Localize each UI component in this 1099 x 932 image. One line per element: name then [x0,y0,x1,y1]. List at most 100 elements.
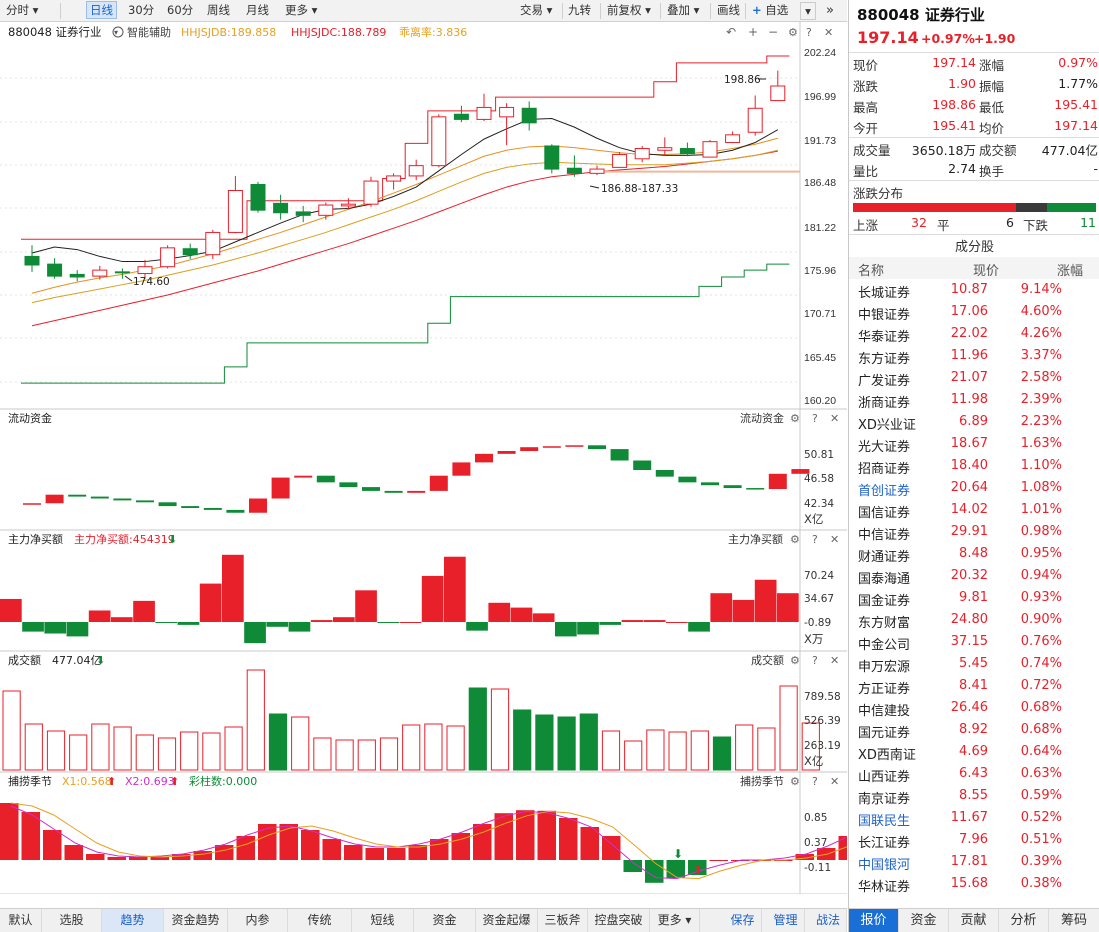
netbuy-bar [177,622,200,625]
help-icon[interactable]: ? [812,412,818,425]
turnover-bar [46,730,66,771]
stock-row[interactable]: 南京证券 8.55 0.59% [849,785,1099,807]
assist-icon[interactable] [112,26,124,38]
tab-60min[interactable]: 60分 [167,3,194,17]
stock-name: XD兴业证 [858,418,916,433]
stock-row[interactable]: 东方证券 11.96 3.37% [849,345,1099,367]
stock-row[interactable]: 长城证券 10.87 9.14% [849,279,1099,301]
stock-row[interactable]: 招商证券 18.40 1.10% [849,455,1099,477]
smart-assist-toggle[interactable]: 智能辅助 [127,25,171,39]
stock-row[interactable]: 东方财富 24.80 0.90% [849,609,1099,631]
tab-insider[interactable]: 内参 [228,909,288,932]
tab-intraday[interactable]: 分时 ▾ [6,3,39,17]
stock-row[interactable]: 中国银河 17.81 0.39% [849,851,1099,873]
stock-row[interactable]: 华林证券 15.68 0.38% [849,873,1099,895]
stock-row[interactable]: XD西南证 4.69 0.64% [849,741,1099,763]
capital-bar [678,476,697,483]
stock-row[interactable]: 中信证券 29.91 0.98% [849,521,1099,543]
tab-contribution[interactable]: 贡献 [949,909,999,932]
watchlist-dropdown-icon[interactable]: ▾ [800,2,816,20]
tab-short[interactable]: 短线 [352,909,414,932]
watchlist-button[interactable]: + 自选 [752,3,789,17]
netbuy-bar [88,610,111,622]
back-icon[interactable]: ↶ [726,25,736,39]
candle [318,204,334,216]
stock-row[interactable]: 国泰海通 20.32 0.94% [849,565,1099,587]
tab-daily[interactable]: 日线 [86,1,117,19]
y-label: 34.67 [804,593,834,605]
capital-bar [542,446,561,448]
tab-more[interactable]: 更多 ▾ [650,909,700,932]
adjust-menu[interactable]: 前复权 ▾ [607,3,651,17]
stock-row[interactable]: 财通证券 8.48 0.95% [849,543,1099,565]
settings-icon[interactable]: ⚙ [790,412,800,425]
close-icon[interactable]: ✕ [830,775,839,788]
help-icon[interactable]: ? [812,533,818,546]
save-button[interactable]: 保存 [724,909,762,932]
stock-row[interactable]: 中信建投 26.46 0.68% [849,697,1099,719]
chart-canvas[interactable]: ⬇ ⬆ 880048 证券行业 ▾ 智能辅助 HHJSJDB:189.858 HH… [0,22,847,894]
stock-row[interactable]: 国信证券 14.02 1.01% [849,499,1099,521]
tab-capital-trend[interactable]: 资金趋势 [164,909,228,932]
tab-chips[interactable]: 筹码 [1060,913,1087,928]
tab-analysis[interactable]: 分析 [999,909,1049,932]
close-icon[interactable]: ✕ [824,26,833,39]
tab-capital-burst[interactable]: 资金起爆 [476,909,538,932]
chart-area[interactable]: ⬇ ⬆ 880048 证券行业 ▾ 智能辅助 HHJSJDB:189.858 HH… [0,22,847,894]
stock-row[interactable]: 山西证券 6.43 0.63% [849,763,1099,785]
tab-select-stock[interactable]: 选股 [42,909,102,932]
strategy-button[interactable]: 战法 [810,909,847,932]
minus-icon[interactable]: − [768,25,778,39]
tab-30min[interactable]: 30分 [128,3,155,17]
plus-icon[interactable]: + [748,25,758,39]
tab-capital[interactable]: 资金 [899,909,949,932]
close-icon[interactable]: ✕ [830,412,839,425]
help-icon[interactable]: ? [806,26,812,39]
stock-row[interactable]: 长江证券 7.96 0.51% [849,829,1099,851]
tab-control-break[interactable]: 控盘突破 [588,909,650,932]
stock-row[interactable]: 华泰证券 22.02 4.26% [849,323,1099,345]
settings-icon[interactable]: ⚙ [788,26,798,39]
tab-default[interactable]: 默认 [0,909,42,932]
stock-row[interactable]: 浙商证券 11.98 2.39% [849,389,1099,411]
collapse-icon[interactable]: » [826,3,834,18]
tab-three-axe[interactable]: 三板斧 [538,909,588,932]
stock-row[interactable]: 光大证券 18.67 1.63% [849,433,1099,455]
capital-bar [633,460,652,470]
jiuzhuan-button[interactable]: 九转 [568,3,591,17]
stock-row[interactable]: 国金证券 9.81 0.93% [849,587,1099,609]
close-icon[interactable]: ✕ [830,654,839,667]
help-icon[interactable]: ? [812,775,818,788]
stock-row[interactable]: 国元证券 8.92 0.68% [849,719,1099,741]
stock-row[interactable]: 中银证券 17.06 4.60% [849,301,1099,323]
stock-row[interactable]: 申万宏源 5.45 0.74% [849,653,1099,675]
settings-icon[interactable]: ⚙ [790,533,800,546]
stock-row[interactable]: XD兴业证 6.89 2.23% [849,411,1099,433]
tab-traditional[interactable]: 传统 [288,909,352,932]
candle [566,167,582,174]
netbuy-bar [555,622,577,637]
stock-row[interactable]: 方正证券 8.41 0.72% [849,675,1099,697]
settings-icon[interactable]: ⚙ [790,775,800,788]
tab-monthly[interactable]: 月线 [246,3,269,17]
help-icon[interactable]: ? [812,654,818,667]
tab-more[interactable]: 更多 ▾ [285,3,318,17]
overlay-menu[interactable]: 叠加 ▾ [667,3,700,17]
stock-row[interactable]: 首创证券 20.64 1.08% [849,477,1099,499]
kdj-bar [709,860,728,861]
stock-row[interactable]: 广发证券 21.07 2.58% [849,367,1099,389]
settings-icon[interactable]: ⚙ [790,654,800,667]
stock-name: 长江证券 [858,836,911,851]
trade-menu[interactable]: 交易 ▾ [520,3,553,17]
draw-button[interactable]: 画线 [717,3,740,17]
tab-weekly[interactable]: 周线 [207,3,230,17]
turnover-bar [402,724,421,771]
stock-row[interactable]: 中金公司 37.15 0.76% [849,631,1099,653]
tab-capital[interactable]: 资金 [414,909,476,932]
tab-trend[interactable]: 趋势 [102,909,164,932]
manage-button[interactable]: 管理 [767,909,805,932]
tab-quote[interactable]: 报价 [849,909,899,932]
close-icon[interactable]: ✕ [830,533,839,546]
stock-row[interactable]: 国联民生 11.67 0.52% [849,807,1099,829]
candle [657,147,673,151]
